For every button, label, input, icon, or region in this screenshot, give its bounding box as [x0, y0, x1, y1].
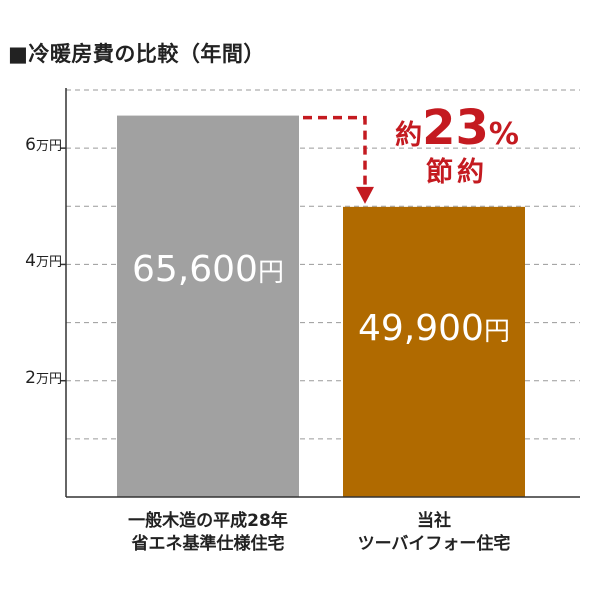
y-tick-label: 6万円	[25, 135, 62, 155]
y-tick-unit: 万円	[35, 139, 62, 155]
savings-arrow-line	[303, 115, 367, 191]
bar-value-unit: 円	[257, 257, 284, 288]
savings-arrow	[303, 115, 374, 204]
savings-annotation: 約23% 節約	[372, 100, 542, 189]
annotation-number: 23	[422, 99, 489, 156]
annotation-prefix: 約	[395, 119, 423, 151]
y-tick-unit: 万円	[35, 255, 62, 271]
bar-value-number: 49,900	[358, 307, 484, 349]
x-category-line1: 一般木造の平成28年	[128, 511, 288, 531]
annotation-line2: 節約	[426, 156, 488, 188]
chart-title: ■冷暖房費の比較（年間）	[8, 42, 265, 66]
bar-1	[117, 115, 299, 497]
y-tick-number: 6	[25, 135, 36, 156]
y-tick-unit: 万円	[35, 371, 62, 387]
y-tick-number: 4	[25, 251, 36, 272]
x-category-line2: 省エネ基準仕様住宅	[131, 533, 285, 554]
bars	[117, 115, 525, 498]
bar-value-unit: 円	[483, 316, 510, 347]
bar-2	[343, 206, 525, 498]
bar-value-number: 65,600	[132, 248, 258, 290]
y-tick-label: 4万円	[25, 251, 62, 271]
bar-value-label: 49,900円	[343, 308, 525, 349]
savings-arrow-head	[356, 186, 374, 204]
x-category-label: 当社 ツーバイフォー住宅	[313, 510, 555, 556]
bar-value-label: 65,600円	[117, 249, 299, 290]
y-tick-number: 2	[25, 367, 36, 388]
y-tick-label: 2万円	[25, 368, 62, 388]
y-tick-marks	[60, 147, 66, 382]
x-category-line1: 当社	[417, 511, 451, 531]
annotation-percent: %	[488, 116, 519, 152]
x-category-label: 一般木造の平成28年 省エネ基準仕様住宅	[87, 510, 329, 556]
x-category-line2: ツーバイフォー住宅	[357, 533, 511, 554]
